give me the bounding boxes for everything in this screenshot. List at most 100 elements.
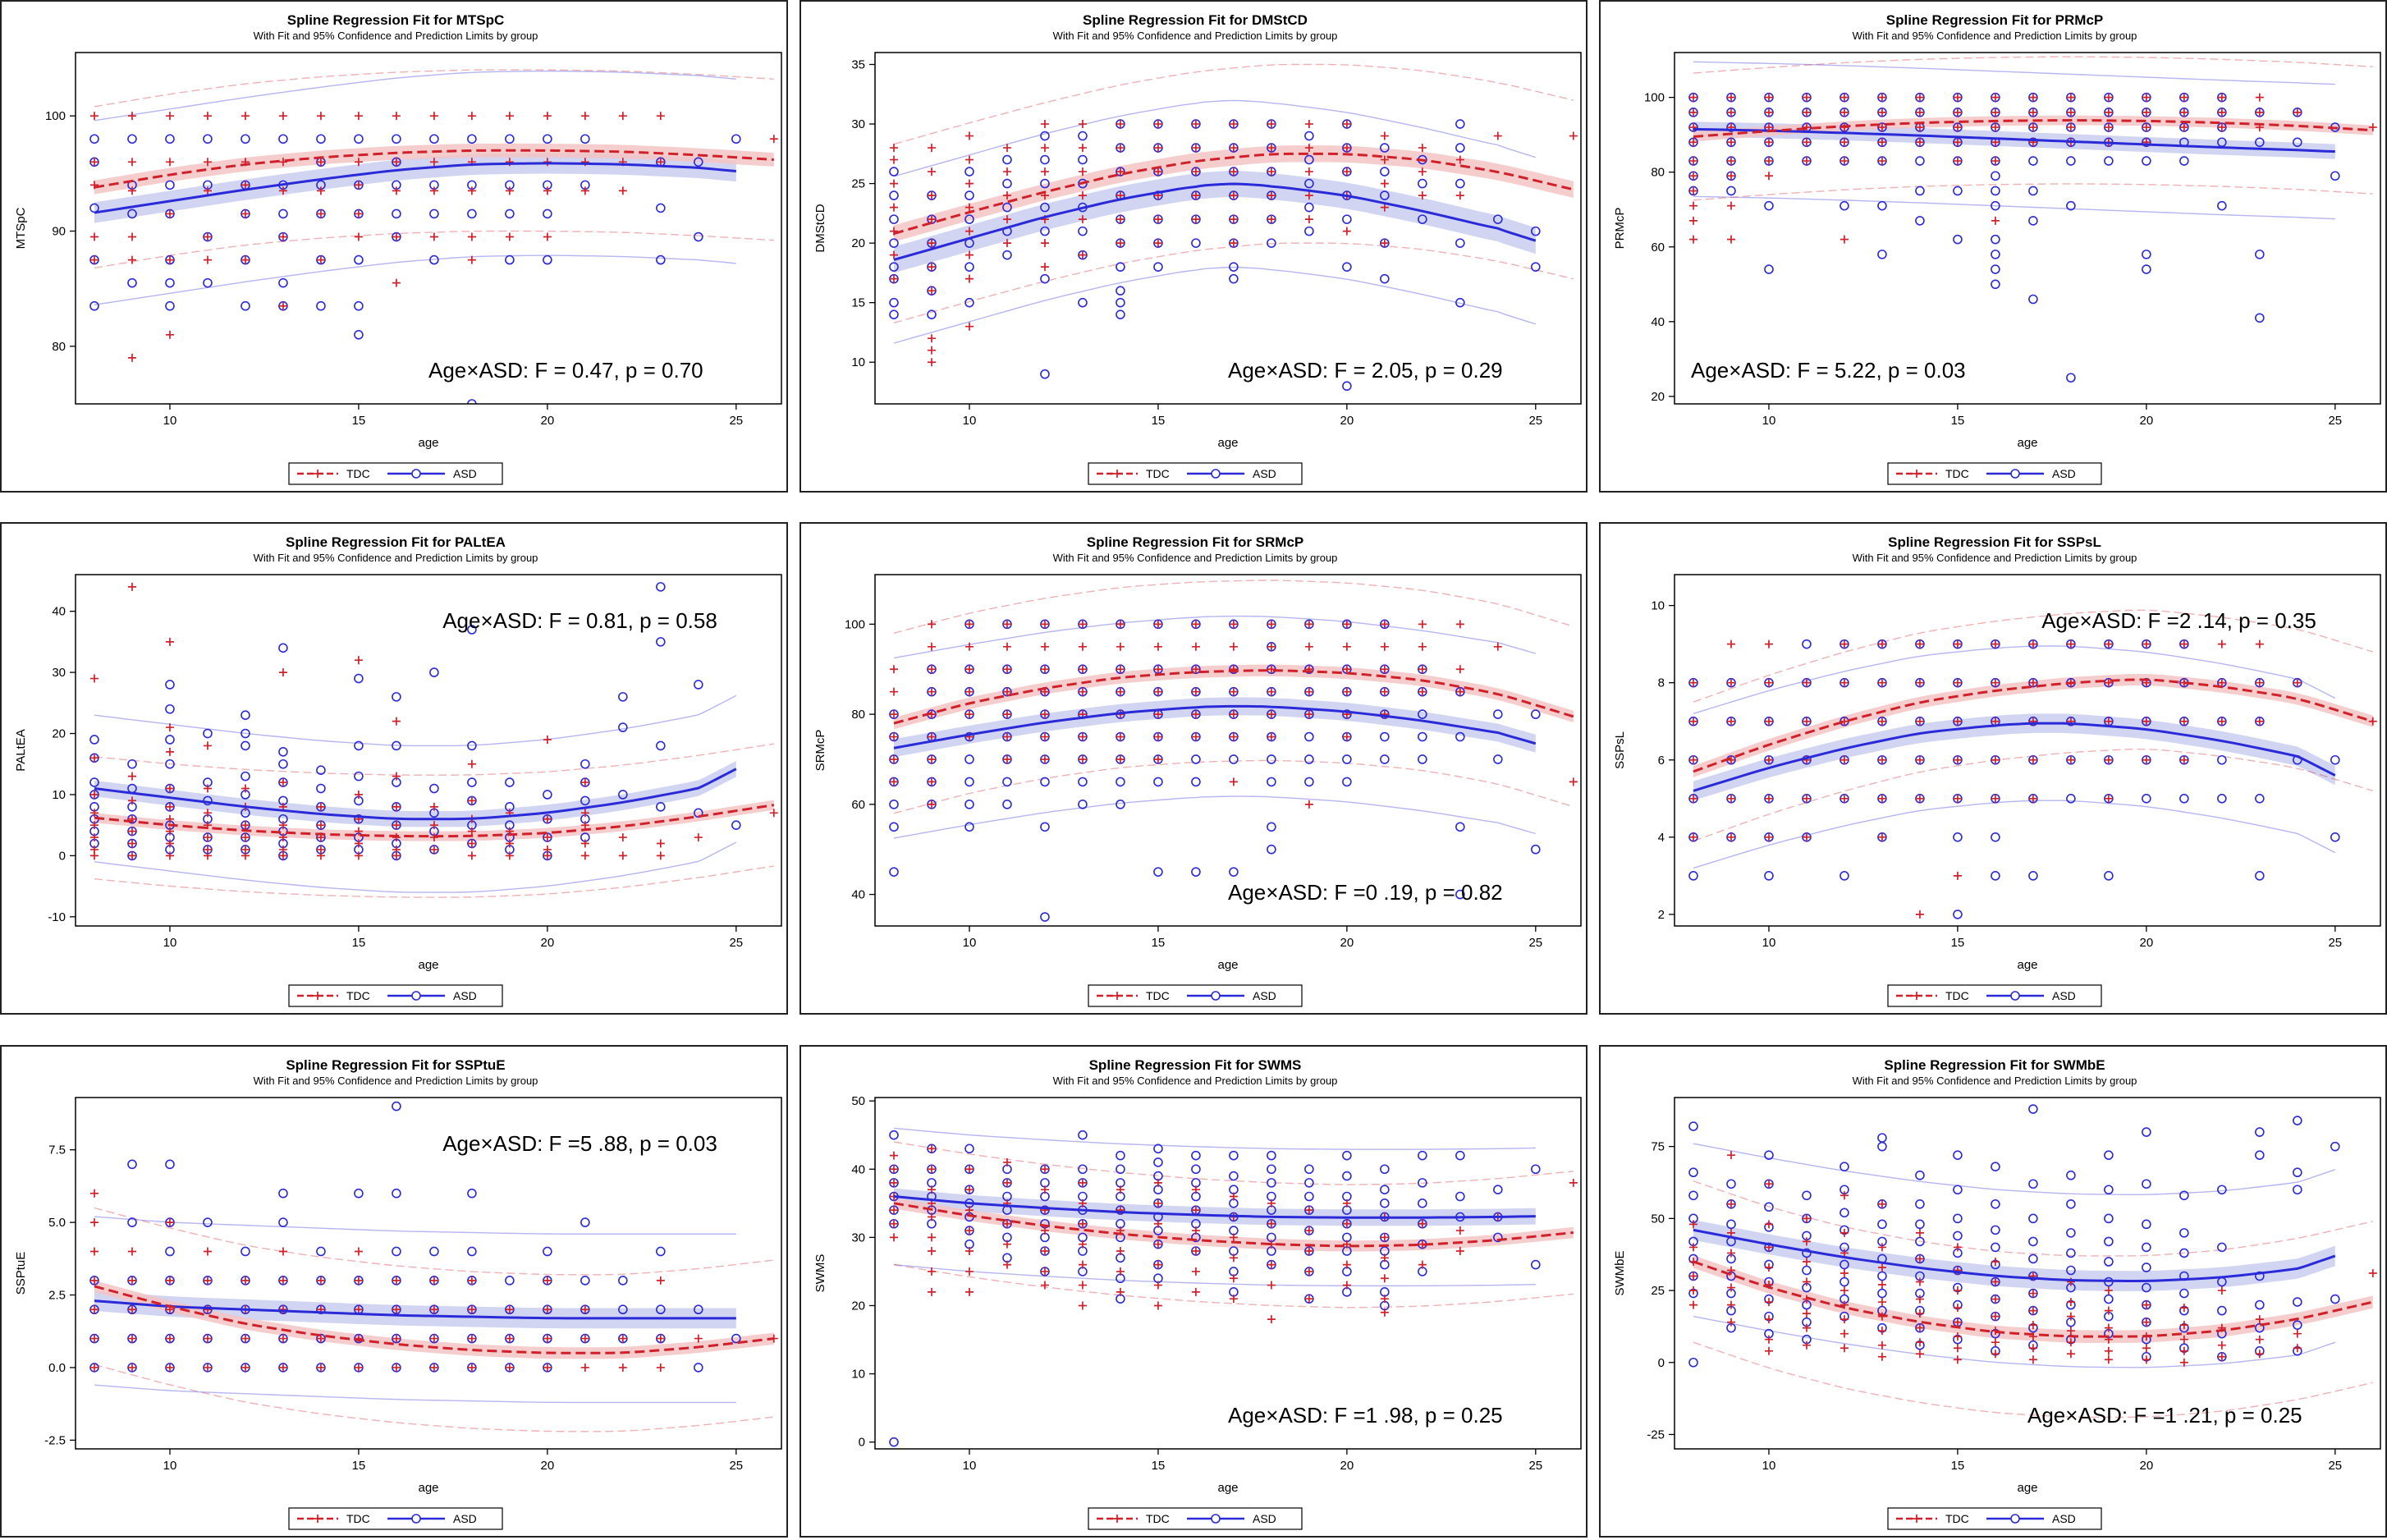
asd-point [1229, 754, 1239, 764]
tdc-point [165, 851, 174, 860]
tdc-point [543, 1276, 552, 1285]
tdc-point [2293, 1344, 2302, 1353]
tdc-point [1002, 1157, 1011, 1166]
tdc-point [1153, 1199, 1162, 1208]
y-tick-label: 8 [1658, 676, 1665, 690]
tdc-point [467, 759, 476, 768]
tdc-point [1840, 108, 1849, 117]
tdc-point [889, 203, 898, 212]
asd-point [1116, 800, 1125, 809]
asd-point [278, 759, 288, 769]
asd-point [1877, 1141, 1887, 1152]
asd-point [1304, 731, 1314, 742]
tdc-point [165, 255, 174, 264]
tdc-point [1153, 665, 1162, 674]
tdc-point [127, 1363, 136, 1372]
asd-point [1040, 131, 1050, 141]
tdc-point [2217, 1341, 2226, 1350]
asd-point [1688, 1167, 1698, 1178]
asd-legend-marker [2010, 1514, 2020, 1524]
tdc-point [392, 802, 401, 811]
tdc-point [1915, 1323, 1924, 1332]
asd-point [2028, 1213, 2038, 1224]
tdc-point [241, 851, 250, 860]
tdc-point [927, 777, 936, 786]
y-tick-label: 10 [851, 355, 865, 369]
asd-point [1688, 1121, 1698, 1131]
tdc-point [1342, 642, 1351, 651]
tdc-point [1802, 717, 1811, 726]
tdc-point [1342, 1219, 1351, 1228]
tdc-point [1002, 710, 1011, 719]
tdc-point [2028, 794, 2037, 803]
y-tick-label: 90 [52, 225, 66, 239]
asd-point [2142, 1179, 2151, 1189]
plot-frame [75, 574, 782, 927]
x-tick-label: 25 [2328, 1459, 2342, 1473]
tdc-point [1688, 1220, 1697, 1229]
asd-point [1304, 1164, 1314, 1175]
tdc-point [1191, 144, 1200, 153]
tdc-point [1877, 678, 1886, 687]
tdc-point [1342, 1240, 1351, 1249]
y-axis-label: DMStCD [813, 204, 827, 252]
asd-point [165, 1159, 175, 1170]
tdc-point [505, 186, 514, 195]
tdc-point [165, 1334, 174, 1343]
tdc-point [1877, 1199, 1886, 1208]
asd-point [2179, 156, 2189, 166]
asd-point [1455, 1191, 1465, 1202]
tdc-point [316, 209, 325, 218]
asd-point [1229, 273, 1239, 284]
tdc-point [2066, 639, 2075, 649]
asd-confidence-band [94, 761, 736, 827]
asd-point [1802, 1265, 1812, 1276]
tdc-point [1877, 755, 1886, 764]
tdc-point [1953, 1318, 1962, 1327]
tdc-point [1726, 1151, 1735, 1160]
tdc-point [127, 1334, 136, 1343]
tdc-point [1840, 93, 1849, 102]
chart-svg: Spline Regression Fit for SWMS With Fit a… [813, 1057, 1582, 1530]
tdc-point [392, 1334, 401, 1343]
tdc-point [1304, 687, 1313, 696]
tdc-point [127, 839, 136, 848]
tdc-point [2217, 717, 2226, 726]
asd-point [889, 262, 899, 272]
asd-point [354, 330, 364, 340]
tdc-point [1915, 910, 1924, 919]
tdc-point [1953, 123, 1962, 132]
asd-confidence-band [94, 153, 736, 223]
asd-point [2217, 793, 2227, 804]
asd-point [2028, 294, 2038, 305]
tdc-point [1153, 1301, 1162, 1310]
asd-point [1953, 1231, 1963, 1241]
tdc-point [2142, 1344, 2151, 1353]
tdc-prediction-limit [1693, 609, 2374, 703]
tdc-point [2104, 717, 2113, 726]
tdc-point [1380, 179, 1389, 188]
asd-point [1040, 154, 1050, 165]
tdc-point [1078, 665, 1087, 674]
asd-point [1304, 777, 1314, 787]
y-tick-label: -10 [48, 910, 66, 924]
tdc-point [1342, 732, 1351, 741]
asd-legend-marker [2010, 991, 2020, 1001]
tdc-point [203, 158, 212, 167]
tdc-point [89, 821, 99, 830]
asd-point [656, 254, 666, 265]
asd-point [2142, 1242, 2151, 1253]
tdc-point [316, 1363, 325, 1372]
asd-point [2142, 1282, 2151, 1293]
chart-title: Spline Regression Fit for PRMcP [1886, 12, 2104, 28]
tdc-point [165, 637, 174, 646]
asd-point [89, 300, 99, 311]
tdc-point [354, 656, 363, 665]
tdc-point [1764, 108, 1773, 117]
tdc-point [1764, 717, 1773, 726]
asd-legend-marker [1211, 1514, 1221, 1524]
asd-point [1116, 262, 1125, 272]
tdc-point [1953, 639, 1962, 649]
tdc-point [618, 1334, 627, 1343]
tdc-point [964, 131, 974, 140]
